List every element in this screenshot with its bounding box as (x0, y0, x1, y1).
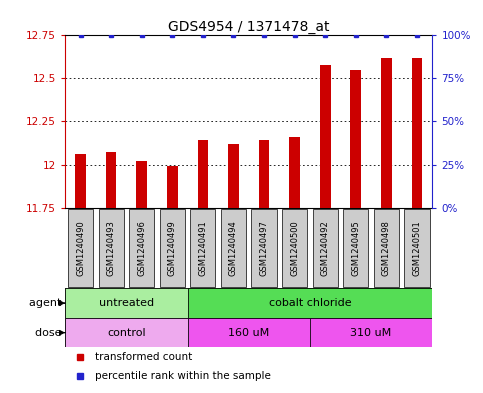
Text: GSM1240501: GSM1240501 (412, 220, 422, 276)
Text: 310 uM: 310 uM (351, 328, 392, 338)
Text: GSM1240490: GSM1240490 (76, 220, 85, 276)
Bar (190, 209, 215, 286)
Bar (198, 140, 208, 208)
Bar (228, 144, 239, 208)
Bar (259, 140, 270, 208)
Text: GSM1240496: GSM1240496 (137, 220, 146, 276)
Text: agent: agent (29, 298, 65, 308)
Text: GSM1240499: GSM1240499 (168, 220, 177, 276)
Bar (412, 58, 422, 208)
Text: GSM1240494: GSM1240494 (229, 220, 238, 276)
Text: 160 uM: 160 uM (228, 328, 270, 338)
Bar (374, 209, 399, 286)
Title: GDS4954 / 1371478_at: GDS4954 / 1371478_at (168, 20, 329, 34)
Text: GSM1240497: GSM1240497 (259, 220, 269, 276)
Bar (187, 288, 432, 318)
Bar (75, 154, 86, 208)
Bar (320, 64, 330, 208)
Bar (252, 209, 277, 286)
Bar (381, 58, 392, 208)
Bar (343, 209, 369, 286)
Bar (99, 209, 124, 286)
Bar (68, 209, 93, 286)
Bar (404, 209, 429, 286)
Bar (136, 161, 147, 208)
Text: GSM1240493: GSM1240493 (107, 220, 115, 276)
Text: GSM1240500: GSM1240500 (290, 220, 299, 276)
Bar (187, 318, 310, 347)
Text: transformed count: transformed count (95, 352, 192, 362)
Text: GSM1240492: GSM1240492 (321, 220, 330, 276)
Text: GSM1240498: GSM1240498 (382, 220, 391, 276)
Text: percentile rank within the sample: percentile rank within the sample (95, 371, 270, 381)
Text: dose: dose (35, 328, 65, 338)
Bar (167, 166, 178, 208)
Bar (351, 70, 361, 208)
Bar (129, 209, 154, 286)
Bar (313, 209, 338, 286)
Text: control: control (107, 328, 146, 338)
Text: GSM1240495: GSM1240495 (351, 220, 360, 276)
Bar (106, 152, 116, 208)
Bar (160, 209, 185, 286)
Bar (65, 318, 187, 347)
Text: GSM1240491: GSM1240491 (199, 220, 207, 276)
Bar (282, 209, 307, 286)
Bar (221, 209, 246, 286)
Bar (65, 288, 187, 318)
Text: untreated: untreated (99, 298, 154, 308)
Bar (289, 137, 300, 208)
Bar (310, 318, 432, 347)
Text: cobalt chloride: cobalt chloride (269, 298, 351, 308)
